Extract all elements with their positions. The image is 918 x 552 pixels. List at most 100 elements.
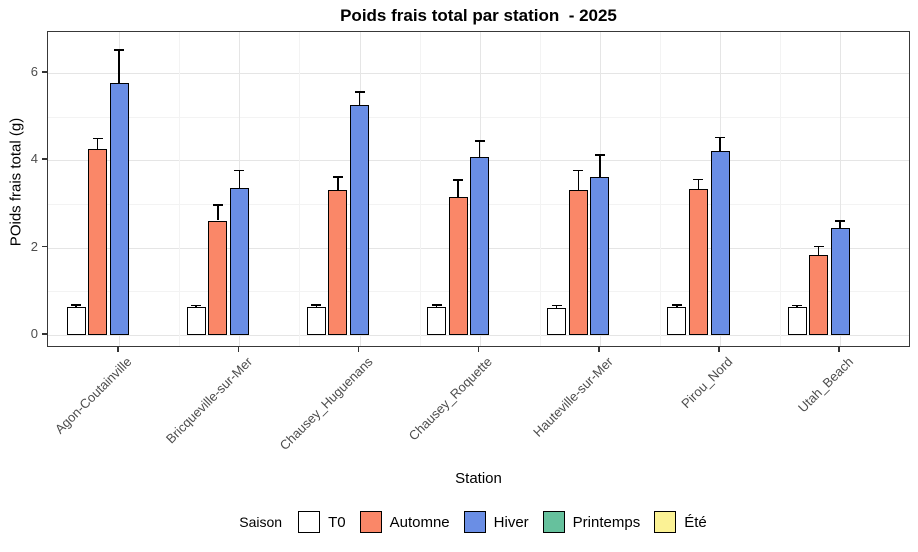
- error-bar-cap: [671, 304, 682, 306]
- x-tick-label: Bricqueville-sur-Mer: [162, 354, 255, 447]
- error-bar-stem: [217, 204, 219, 221]
- error-bar-stem: [96, 138, 99, 150]
- error-bar-stem: [75, 304, 77, 308]
- bar: [809, 255, 829, 335]
- legend-key: [359, 511, 382, 533]
- legend-entry: Hiver: [463, 511, 529, 533]
- x-tick: [357, 347, 360, 352]
- x-tick-label: Hauteville-sur-Mer: [529, 354, 616, 440]
- x-tick: [718, 347, 720, 352]
- error-bar-cap: [474, 140, 485, 142]
- bar: [688, 189, 708, 335]
- legend-label: Été: [684, 513, 707, 531]
- legend: Saison T0 Automne Hiver Printemps Été: [0, 508, 918, 536]
- error-bar-stem: [337, 176, 339, 190]
- legend-key: [298, 511, 321, 533]
- error-bar-cap: [234, 169, 245, 171]
- bar: [328, 189, 348, 335]
- error-bar-stem: [358, 92, 361, 106]
- error-bar-cap: [71, 304, 81, 306]
- bar: [306, 306, 326, 335]
- x-tick-label: Agon-Coutainville: [52, 354, 135, 437]
- x-tick: [598, 347, 600, 352]
- error-bar-stem: [435, 304, 438, 308]
- error-bar-stem: [555, 305, 558, 308]
- bar: [667, 307, 687, 335]
- gridline-minor-v: [539, 32, 541, 346]
- bar: [590, 176, 610, 335]
- x-tick-label: Chausey_Roquette: [406, 354, 496, 444]
- error-bar-cap: [594, 154, 605, 156]
- error-bar-cap: [693, 178, 704, 181]
- error-bar-cap: [311, 304, 322, 306]
- legend-key: [654, 511, 677, 533]
- gridline-major-h: [48, 72, 909, 74]
- legend-entry: Été: [654, 511, 707, 533]
- y-tick-label: 4: [30, 151, 38, 167]
- error-bar-stem: [599, 154, 601, 177]
- error-bar-stem: [676, 304, 678, 308]
- error-bar-cap: [551, 304, 562, 307]
- legend-entry: Automne: [359, 511, 450, 533]
- gridline-major-v: [840, 32, 842, 346]
- bar: [547, 307, 567, 335]
- legend-label: Hiver: [493, 513, 529, 531]
- error-bar-cap: [813, 245, 824, 248]
- y-tick: [42, 245, 47, 248]
- error-bar-cap: [715, 136, 726, 139]
- error-bar-cap: [431, 304, 442, 306]
- bar: [427, 307, 446, 335]
- y-tick-label: 2: [30, 238, 38, 254]
- y-tick: [42, 71, 47, 73]
- legend-label: Automne: [389, 513, 450, 531]
- bar: [470, 156, 490, 335]
- legend-label: T0: [328, 513, 346, 531]
- x-axis-title: Station: [455, 470, 502, 487]
- gridline-minor-v: [419, 32, 421, 346]
- plot-panel: [47, 31, 910, 347]
- error-bar-cap: [354, 91, 365, 93]
- x-tick: [838, 347, 840, 352]
- gridline-minor-h: [48, 116, 909, 118]
- error-bar-cap: [212, 204, 223, 206]
- error-bar-stem: [478, 140, 481, 157]
- legend-key: [463, 511, 486, 533]
- bar: [710, 150, 730, 335]
- bar: [830, 228, 850, 335]
- y-tick-label: 0: [30, 326, 38, 341]
- legend-title: Saison: [239, 514, 283, 530]
- error-bar-stem: [238, 170, 241, 188]
- error-bar-stem: [697, 179, 700, 190]
- x-tick: [237, 347, 240, 352]
- error-bar-stem: [577, 170, 580, 190]
- x-tick: [477, 347, 480, 352]
- error-bar-cap: [92, 137, 103, 140]
- bar: [109, 83, 129, 335]
- bar: [787, 307, 807, 335]
- error-bar-cap: [835, 220, 846, 222]
- error-bar-stem: [457, 179, 459, 198]
- x-tick-label: Chausey_Huguenans: [276, 354, 376, 454]
- error-bar-stem: [796, 305, 798, 308]
- legend-entry: Printemps: [542, 511, 641, 533]
- bar: [350, 105, 370, 335]
- error-bar-cap: [191, 304, 202, 307]
- error-bar-cap: [792, 304, 803, 307]
- bar: [448, 197, 468, 335]
- y-tick: [42, 158, 47, 160]
- bar: [88, 149, 108, 335]
- bar: [66, 307, 86, 335]
- error-bar-stem: [719, 137, 721, 151]
- legend-label: Printemps: [572, 513, 641, 531]
- bar: [568, 189, 588, 335]
- gridline-major-h: [48, 335, 909, 336]
- chart-title: Poids frais total par station - 2025: [340, 6, 617, 25]
- error-bar-cap: [573, 169, 584, 171]
- bar: [208, 220, 228, 335]
- gridline-minor-v: [780, 32, 782, 346]
- y-tick: [42, 333, 47, 335]
- error-bar-stem: [195, 305, 197, 308]
- bar: [229, 187, 249, 335]
- gridline-minor-v: [179, 32, 181, 346]
- error-bar-stem: [315, 304, 318, 307]
